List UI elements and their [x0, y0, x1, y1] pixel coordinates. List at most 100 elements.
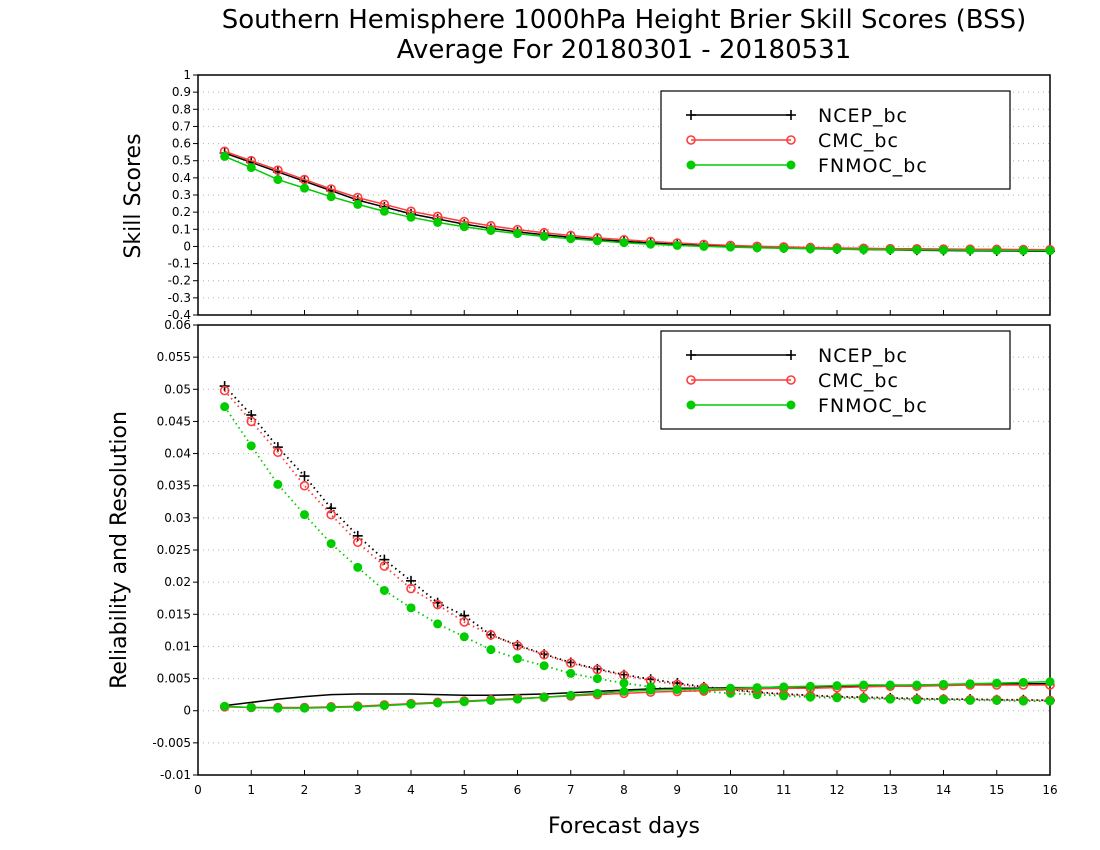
data-point	[513, 694, 522, 704]
y-tick-label: -0.4	[168, 308, 191, 322]
data-point	[619, 686, 629, 696]
series-line	[223, 390, 1050, 702]
y-tick-label: 0.7	[172, 119, 191, 133]
data-point	[672, 240, 682, 250]
data-point	[220, 151, 230, 161]
data-point	[273, 165, 283, 175]
data-point	[406, 699, 416, 709]
x-tick-label: 10	[723, 783, 738, 797]
data-point	[939, 695, 948, 705]
y-tick-label: 0.045	[157, 414, 191, 428]
data-point	[912, 695, 922, 705]
y-tick-label: 0.8	[172, 102, 191, 116]
x-tick-label: 12	[829, 783, 844, 797]
data-point	[752, 243, 762, 253]
data-point	[246, 416, 257, 427]
legend-marker	[786, 160, 796, 170]
data-point	[1018, 696, 1028, 706]
y-tick-label: 0	[183, 239, 191, 253]
data-point	[300, 183, 309, 193]
data-point	[379, 561, 390, 571]
data-point	[592, 674, 602, 684]
data-point	[859, 680, 869, 690]
data-point	[459, 697, 469, 707]
data-point	[832, 693, 842, 703]
data-point	[939, 679, 948, 689]
data-point	[486, 630, 496, 640]
data-point	[565, 658, 576, 668]
legend-marker	[686, 400, 696, 410]
series-line	[223, 385, 1051, 702]
data-point	[219, 385, 230, 396]
x-tick-label: 5	[460, 783, 468, 797]
data-point	[379, 586, 389, 595]
y-tick-label: 0.025	[157, 543, 191, 557]
series-line	[223, 406, 1050, 702]
data-point	[566, 690, 576, 700]
skill-scores-panel: -0.4 -0.3 -0.2 -0.1 0 0.1 0.2 0.3 0.4 0.5 0.6 0.7 0.…	[168, 68, 1055, 322]
data-point	[406, 603, 416, 613]
y-tick-label: 1	[183, 68, 191, 82]
data-point	[246, 703, 256, 712]
data-point	[379, 206, 389, 216]
legend-marker	[786, 350, 796, 360]
legend-label: FNMOC_bc	[818, 155, 928, 177]
data-point	[1045, 677, 1055, 687]
data-point	[352, 537, 363, 548]
data-point	[379, 554, 390, 565]
legend-label: NCEP_bc	[818, 105, 908, 127]
data-point	[619, 238, 629, 248]
data-point	[752, 683, 762, 693]
data-point	[539, 661, 549, 671]
x-tick-label: 15	[989, 783, 1004, 797]
y-tick-label: 0.02	[164, 575, 191, 589]
data-point	[459, 610, 470, 621]
legend-marker	[686, 350, 696, 360]
legend-bottom: NCEP_bc CMC_bc FNMOC_bc	[660, 330, 1011, 430]
data-point	[592, 664, 603, 675]
series-FNMOC_bc	[220, 151, 1055, 256]
y-tick-label: -0.2	[168, 274, 191, 288]
data-point	[832, 244, 842, 254]
legend-label: CMC_bc	[818, 130, 899, 152]
data-point	[273, 447, 283, 458]
y-tick-label: -0.1	[168, 257, 191, 271]
series-NCEP_bc-resolution	[219, 381, 1055, 706]
data-point	[832, 681, 842, 691]
data-point	[433, 698, 443, 708]
data-point	[885, 680, 895, 690]
data-point	[566, 234, 576, 244]
x-tick-label: 1	[247, 783, 255, 797]
y-tick-label: 0.04	[164, 447, 191, 461]
data-point	[965, 245, 975, 255]
x-tick-label: 14	[936, 783, 951, 797]
y-tick-label: 0.05	[164, 382, 191, 396]
y-tick-label: 0.1	[172, 222, 191, 236]
data-point	[1045, 246, 1055, 256]
x-tick-label: 2	[301, 783, 309, 797]
data-point	[859, 694, 869, 703]
data-point	[220, 402, 230, 412]
data-point	[672, 685, 682, 694]
data-point	[912, 680, 922, 690]
y-tick-label: 0.2	[172, 205, 191, 219]
data-point	[513, 654, 522, 664]
data-point	[912, 245, 922, 255]
data-point	[992, 695, 1002, 705]
data-point	[726, 683, 735, 693]
y-tick-label: 0.06	[164, 318, 191, 332]
y-tick-label: 0.035	[157, 479, 191, 493]
data-point	[486, 225, 496, 235]
data-point	[220, 701, 230, 711]
x-tick-label: 7	[567, 783, 575, 797]
bottom-y-axis-title: Reliability and Resolution	[107, 411, 132, 689]
data-point	[699, 684, 709, 694]
data-point	[1018, 677, 1028, 687]
data-point	[539, 692, 549, 702]
data-point	[486, 645, 496, 655]
data-point	[939, 245, 948, 255]
x-tick-label: 16	[1042, 783, 1057, 797]
chart-title-line2: Average For 20180301 - 20180531	[397, 35, 852, 65]
data-point	[779, 682, 789, 692]
